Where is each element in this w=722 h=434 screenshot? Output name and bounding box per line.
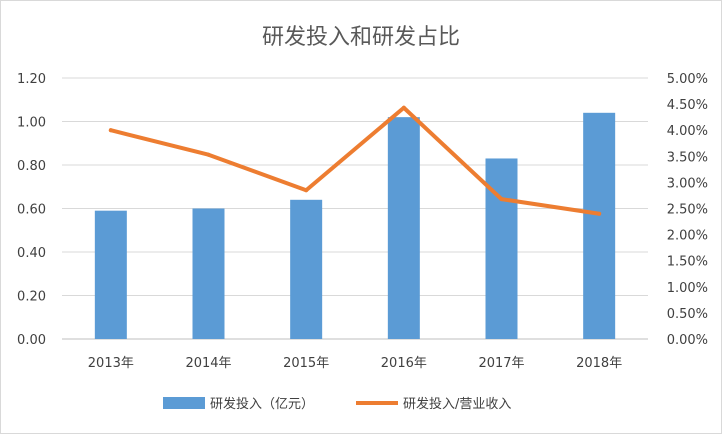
right-axis-ticks: 0.00% 0.50% 1.00% 1.50% 2.00% 2.50% 3.00% 3.50%… <box>667 72 708 348</box>
right-axis-tick-label: 0.50% <box>667 307 708 322</box>
left-axis-tick-label: 0.20 <box>17 290 46 305</box>
line-point <box>206 152 211 157</box>
line-point <box>401 105 406 110</box>
bar <box>290 199 323 339</box>
left-axis-tick-label: 1.00 <box>17 116 46 131</box>
right-axis-tick-label: 2.00% <box>667 229 708 244</box>
bar <box>192 208 225 339</box>
bar <box>485 158 518 339</box>
right-axis-tick-label: 4.00% <box>667 124 708 139</box>
left-axis-ticks: 0.00 0.20 0.40 0.60 0.80 1.00 1.20 <box>17 72 46 348</box>
x-axis-tick-label: 2018年 <box>576 356 622 371</box>
right-axis-tick-label: 5.00% <box>667 72 708 87</box>
line-point <box>304 188 309 193</box>
legend-bar-label: 研发投入（亿元） <box>210 396 314 412</box>
right-axis-tick-label: 1.00% <box>667 281 708 296</box>
x-axis-tick-label: 2017年 <box>478 356 524 371</box>
gridlines <box>62 77 648 340</box>
left-axis-tick-label: 0.80 <box>17 159 46 174</box>
right-axis-tick-label: 1.50% <box>667 255 708 270</box>
line-point <box>597 211 602 216</box>
bar-series <box>94 112 616 340</box>
bar <box>94 210 127 339</box>
right-axis-tick-label: 2.50% <box>667 203 708 218</box>
left-axis-tick-label: 0.00 <box>17 333 46 348</box>
x-axis-tick-label: 2015年 <box>283 356 329 371</box>
legend: 研发投入（亿元） 研发投入/营业收入 <box>163 396 511 412</box>
series-line <box>108 105 602 216</box>
x-axis-tick-label: 2016年 <box>381 356 427 371</box>
x-axis-tick-label: 2013年 <box>88 356 134 371</box>
legend-line-label: 研发投入/营业收入 <box>403 396 511 412</box>
line-series <box>108 105 602 216</box>
legend-bar-swatch <box>163 397 205 409</box>
x-axis-ticks: 2013年 2014年 2015年 2016年 2017年 2018年 <box>88 356 622 371</box>
left-axis-tick-label: 0.60 <box>17 203 46 218</box>
right-axis-tick-label: 4.50% <box>667 98 708 113</box>
chart-title: 研发投入和研发占比 <box>262 25 460 50</box>
x-axis-tick-label: 2014年 <box>185 356 231 371</box>
right-axis-tick-label: 3.00% <box>667 176 708 191</box>
right-axis-tick-label: 0.00% <box>667 333 708 348</box>
bar <box>387 117 420 340</box>
bar <box>583 112 616 339</box>
left-axis-tick-label: 1.20 <box>17 72 46 87</box>
line-point <box>108 128 113 133</box>
line-point <box>499 197 504 202</box>
right-axis-tick-label: 3.50% <box>667 150 708 165</box>
left-axis-tick-label: 0.40 <box>17 246 46 261</box>
